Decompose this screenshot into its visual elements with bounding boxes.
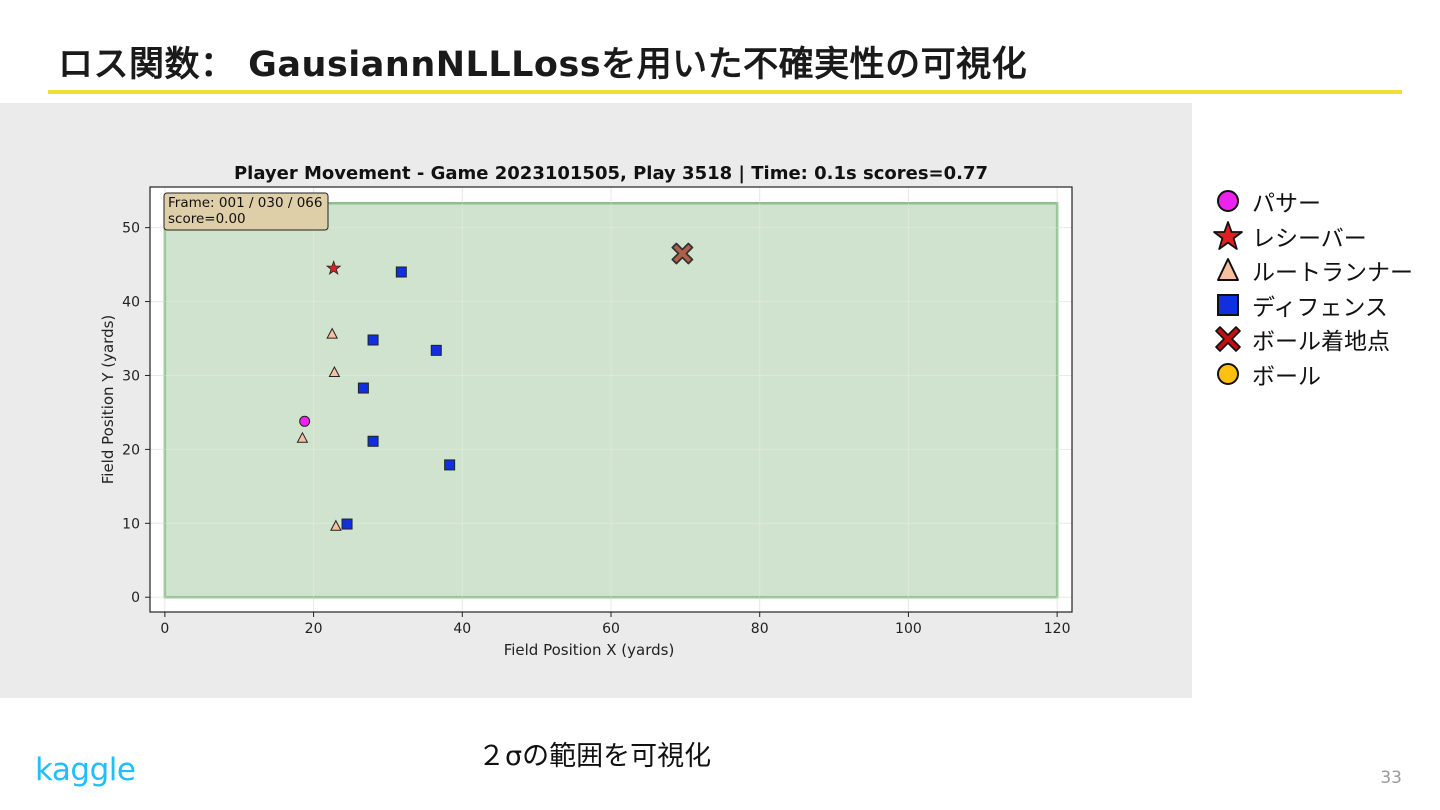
x-tick-label: 120: [1044, 621, 1071, 637]
y-tick-label: 30: [122, 368, 140, 384]
square-blue-icon: [1217, 293, 1239, 316]
legend-label: ディフェンス: [1252, 294, 1388, 321]
plot-panel: 0 20 40 60 80 100 120 0 10 20 30 40 50 Player Movemen…: [0, 103, 1192, 698]
legend: パサー レシーバー ルートランナー ディフェンス ボール着地点 ボール: [1212, 184, 1413, 391]
y-tick-label: 0: [131, 590, 140, 606]
defense-point: [357, 382, 369, 394]
route-runner-point: [330, 519, 342, 531]
player-movement-chart: 0 20 40 60 80 100 120 0 10 20 30 40 50 Player Movemen…: [99, 163, 1073, 659]
x-tick-label: 80: [751, 621, 769, 637]
defense-point: [367, 435, 379, 447]
route-runner-point: [328, 365, 341, 378]
x-tick-label: 20: [305, 621, 323, 637]
star-red-icon: [1213, 220, 1243, 250]
landing-point: [671, 242, 694, 265]
legend-item-ball: ボール: [1212, 357, 1413, 392]
circle-gold-icon: [1217, 362, 1239, 385]
x-mark-red-icon: [1215, 326, 1241, 353]
legend-item-receiver: レシーバー: [1212, 219, 1413, 254]
legend-label: ボール着地点: [1252, 329, 1390, 356]
y-tick-label: 20: [122, 442, 140, 458]
annotation-line: Frame: 001 / 030 / 066: [168, 195, 322, 211]
route-runner-point: [296, 431, 309, 443]
legend-label: レシーバー: [1252, 225, 1367, 252]
legend-item-route-runner: ルートランナー: [1212, 253, 1413, 288]
legend-label: ボール: [1252, 363, 1321, 390]
annotation-line: score=0.00: [168, 211, 246, 227]
x-axis-label: Field Position X (yards): [504, 641, 675, 659]
slide-title: ロス関数： GausiannNLLLossを用いた不確実性の可視化: [58, 45, 1028, 85]
caption: ２σの範囲を可視化: [478, 741, 712, 772]
x-tick-label: 40: [453, 621, 471, 637]
defense-point: [430, 344, 442, 356]
defense-point: [395, 266, 407, 278]
defense-point: [367, 334, 379, 346]
legend-item-defense: ディフェンス: [1212, 288, 1413, 323]
title-underline: [48, 90, 1402, 94]
legend-label: ルートランナー: [1252, 260, 1413, 287]
circle-magenta-icon: [1217, 190, 1239, 213]
defense-point: [444, 459, 456, 471]
legend-item-landing: ボール着地点: [1212, 322, 1413, 357]
y-tick-label: 50: [122, 221, 140, 237]
x-tick-label: 60: [602, 621, 620, 637]
x-tick-label: 100: [895, 621, 922, 637]
defense-point: [341, 518, 353, 530]
kaggle-logo: kaggle: [35, 752, 136, 788]
chart-title: Player Movement - Game 2023101505, Play …: [234, 163, 988, 184]
receiver-point: [325, 260, 342, 276]
y-axis-label: Field Position Y (yards): [99, 315, 117, 485]
field-area: [163, 202, 1059, 599]
passer-point: [299, 415, 311, 427]
legend-item-passer: パサー: [1212, 184, 1413, 219]
triangle-peach-icon: [1217, 258, 1239, 282]
x-tick-label: 0: [160, 621, 169, 637]
legend-label: パサー: [1252, 191, 1321, 218]
y-tick-label: 40: [122, 295, 140, 311]
y-tick-label: 10: [122, 516, 140, 532]
annotation-box: [163, 192, 329, 231]
route-runner-point: [326, 327, 338, 339]
page-number: 33: [1380, 768, 1402, 788]
